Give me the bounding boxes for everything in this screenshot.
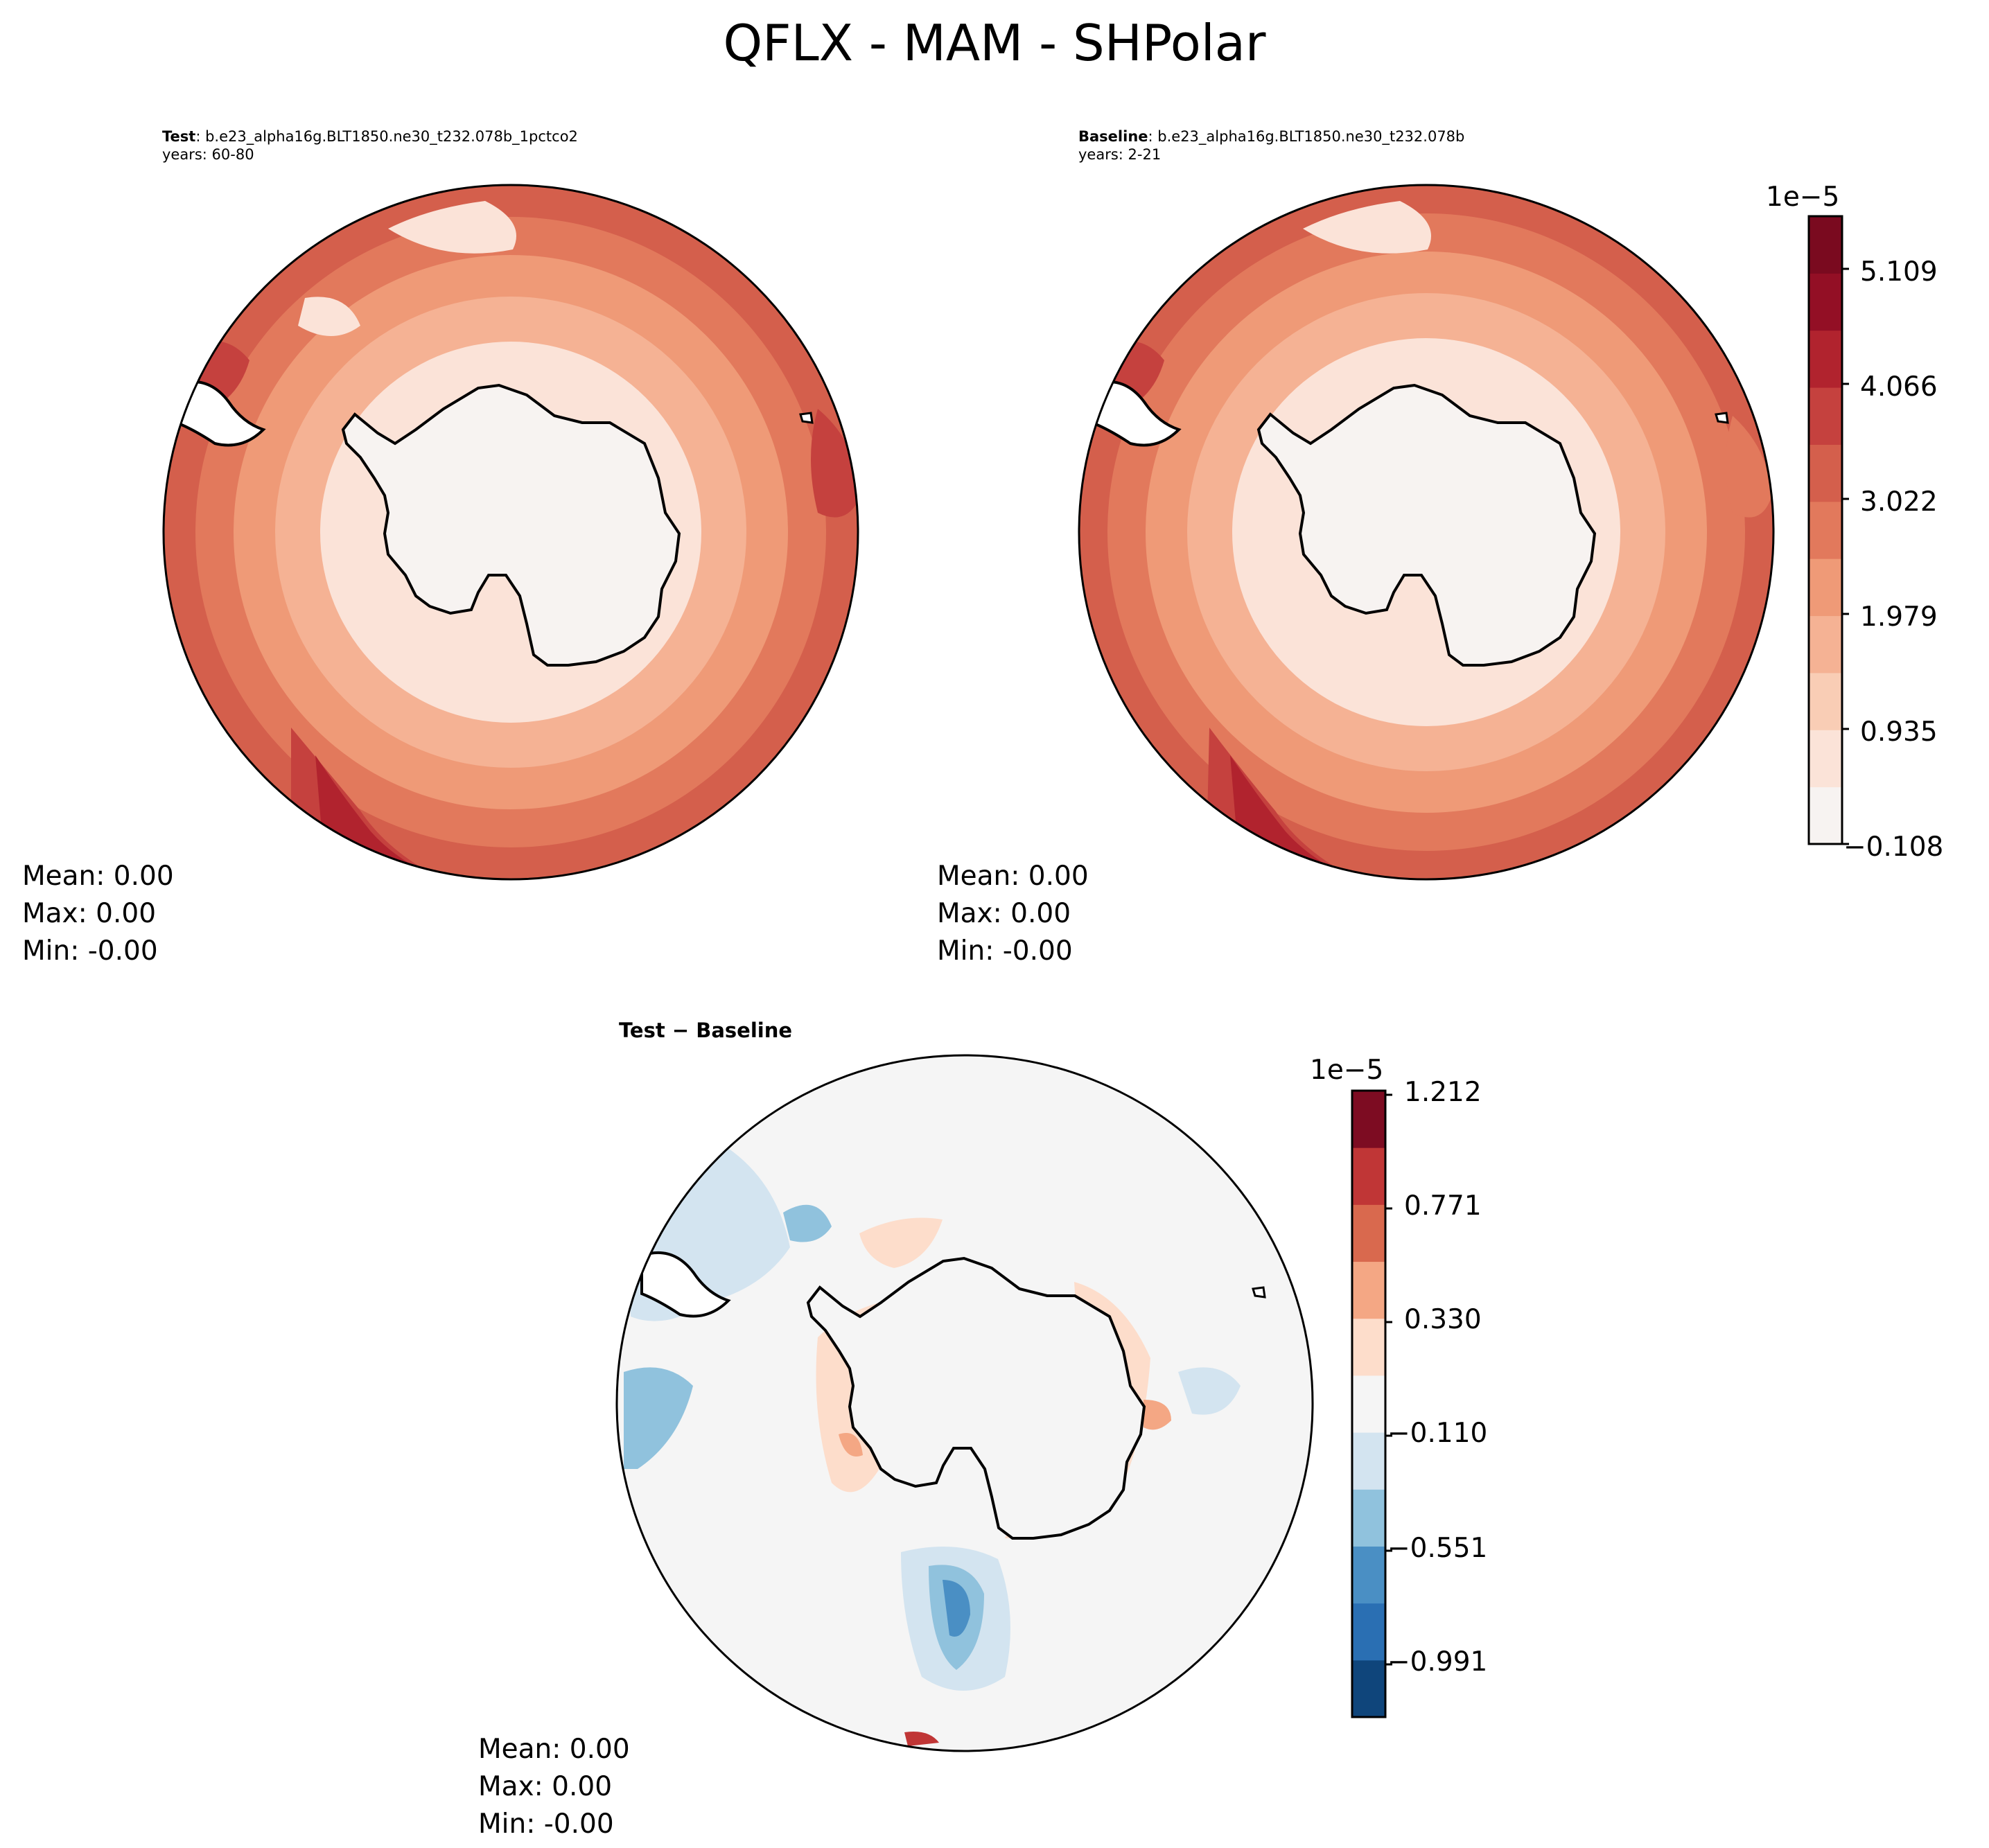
baseline-stats: Mean: 0.00 Max: 0.00 Min: -0.00 (937, 858, 1089, 970)
baseline-map-boundary (1078, 184, 1775, 881)
diff-max: Max: 0.00 (478, 1771, 613, 1802)
colorbar-segment (1809, 672, 1842, 730)
map-positive-region (839, 1433, 863, 1457)
map-positive-region (1144, 1400, 1171, 1430)
diff-map (617, 1055, 1313, 1751)
colorbar-segment (1352, 1147, 1385, 1205)
colorbar-segment (1809, 730, 1842, 788)
baseline-label-rest: : b.e23_alpha16g.BLT1850.ne30_t232.078b (1148, 128, 1465, 145)
colorbar-segment (1352, 1546, 1385, 1604)
diff-map-boundary (615, 1054, 1314, 1752)
diff-min: Min: -0.00 (478, 1809, 614, 1840)
test-label-rest: : b.e23_alpha16g.BLT1850.ne30_t232.078b_… (195, 128, 578, 145)
diff-mean: Mean: 0.00 (478, 1734, 630, 1765)
colorbar-segment (1352, 1603, 1385, 1661)
colorbar-segment (1352, 1204, 1385, 1262)
map-negative-region (1178, 1367, 1241, 1415)
antarctica-coastline (1256, 383, 1597, 667)
diff-tick-label: −0.551 (1387, 1533, 1488, 1564)
colorbar-segment (1809, 273, 1842, 331)
map-high-region (1726, 416, 1771, 518)
colorbar-segment (1352, 1489, 1385, 1547)
south-america-coastline (1091, 380, 1182, 447)
baseline-mean: Mean: 0.00 (937, 861, 1089, 892)
diff-colorbar-frame (1351, 1089, 1387, 1718)
map-positive-region (859, 1217, 943, 1268)
diff-panel-title: Test − Baseline (619, 1019, 793, 1042)
test-label-bold: Test (162, 128, 196, 145)
colorbar-segment (1809, 615, 1842, 674)
colorbar-segment (1809, 216, 1842, 274)
test-years: years: 60-80 (162, 146, 254, 163)
diff-tick-label: −0.991 (1387, 1646, 1488, 1678)
map-low-region (388, 201, 516, 254)
main-colorbar (1809, 216, 1849, 845)
colorbar-segment (1809, 501, 1842, 559)
test-max: Max: 0.00 (22, 898, 157, 929)
diff-tick-label: −0.110 (1387, 1418, 1488, 1449)
colorbar-segment (1352, 1375, 1385, 1433)
colorbar-segment (1809, 387, 1842, 445)
diff-colorbar-exponent: 1e−5 (1310, 1055, 1384, 1086)
main-tick-label: −0.108 (1843, 831, 1944, 863)
main-tick-label: 0.935 (1860, 716, 1938, 748)
baseline-panel-title: Baseline: b.e23_alpha16g.BLT1850.ne30_t2… (1078, 127, 1464, 164)
main-tick-label: 5.109 (1860, 256, 1938, 288)
main-colorbar-exponent: 1e−5 (1766, 182, 1840, 213)
diff-tick-label: 0.771 (1404, 1190, 1482, 1222)
colorbar-segment (1809, 330, 1842, 388)
main-tick-label: 4.066 (1860, 371, 1938, 403)
diff-colorbar (1352, 1091, 1392, 1718)
colorbar-segment (1809, 444, 1842, 502)
colorbar-segment (1352, 1318, 1385, 1376)
map-low-region (298, 297, 360, 336)
map-high-region (811, 409, 858, 518)
island-coastline (1715, 412, 1729, 424)
test-mean: Mean: 0.00 (22, 861, 174, 892)
colorbar-segment (1809, 786, 1842, 845)
baseline-years: years: 2-21 (1078, 146, 1162, 163)
colorbar-segment (1809, 558, 1842, 617)
antarctica-coastline (341, 383, 681, 667)
diff-tick-label: 0.330 (1404, 1304, 1482, 1335)
baseline-label-bold: Baseline (1078, 128, 1148, 145)
main-colorbar-frame (1807, 215, 1843, 845)
baseline-map (1079, 185, 1773, 879)
figure-title: QFLX - MAM - SHPolar (723, 14, 1266, 72)
main-tick-label: 3.022 (1860, 486, 1938, 518)
colorbar-segment (1352, 1261, 1385, 1319)
colorbar-segment (1352, 1660, 1385, 1718)
island-coastline (1252, 1286, 1266, 1299)
antarctica-coastline (806, 1256, 1146, 1540)
south-america-coastline (640, 1251, 731, 1318)
test-stats: Mean: 0.00 Max: 0.00 Min: -0.00 (22, 858, 174, 970)
baseline-max: Max: 0.00 (937, 898, 1071, 929)
colorbar-segment (1352, 1091, 1385, 1148)
map-low-region (1303, 201, 1431, 254)
diff-stats: Mean: 0.00 Max: 0.00 Min: -0.00 (478, 1731, 630, 1843)
map-positive-region (904, 1732, 939, 1746)
map-negative-region (943, 1580, 970, 1637)
test-min: Min: -0.00 (22, 935, 158, 967)
map-negative-region (783, 1204, 832, 1242)
south-america-coastline (175, 380, 266, 447)
diff-tick-label: 1.212 (1404, 1077, 1482, 1108)
island-coastline (799, 412, 814, 424)
baseline-min: Min: -0.00 (937, 935, 1073, 967)
colorbar-segment (1352, 1432, 1385, 1490)
map-negative-region (624, 1367, 693, 1469)
test-panel-title: Test: b.e23_alpha16g.BLT1850.ne30_t232.0… (162, 127, 578, 164)
test-map-boundary (162, 184, 859, 881)
test-map (164, 185, 858, 879)
main-tick-label: 1.979 (1860, 601, 1938, 633)
